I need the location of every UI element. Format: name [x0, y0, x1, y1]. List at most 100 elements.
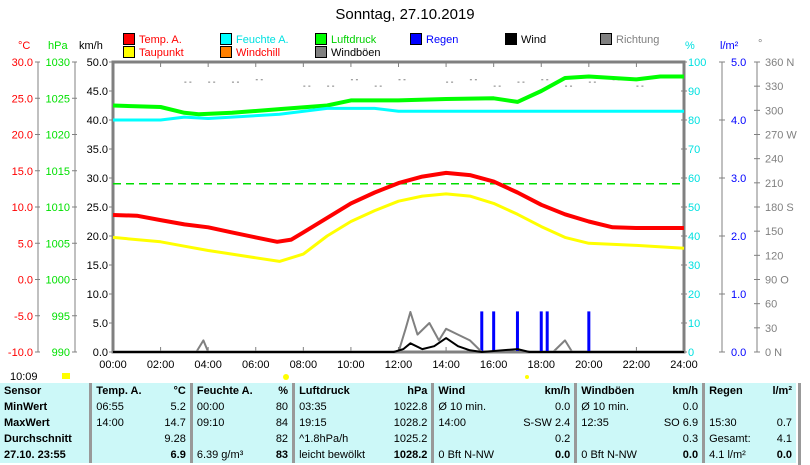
legend-swatch	[123, 46, 135, 58]
cell-info: 15:30	[702, 415, 764, 431]
x-tick-label: 04:00	[194, 359, 222, 371]
header-unit: %	[278, 385, 289, 397]
x-tick-label: 06:00	[242, 359, 270, 371]
series-taupunkt	[112, 192, 685, 263]
plot-frame	[111, 60, 686, 354]
x-tick-label: 16:00	[480, 359, 508, 371]
cell-info: 0 Bft N-NW	[431, 447, 510, 463]
cell-info: 14:00	[89, 415, 156, 431]
cell-info	[89, 431, 156, 447]
humidity-tick-label: 30	[688, 260, 700, 272]
cell-value: 1022.8	[393, 401, 428, 413]
legend-item: Taupunkt	[123, 46, 184, 59]
legend-swatch	[220, 46, 232, 58]
header-sensor: Sensor	[4, 385, 42, 397]
wind-tick-label: 15.0	[87, 260, 108, 272]
header-label: Temp. A.	[89, 383, 156, 399]
x-tick-label: 08:00	[290, 359, 318, 371]
legend-item: Wind	[505, 33, 546, 46]
rain-tick-label: 3.0	[731, 173, 746, 185]
cell-value: 1028.2	[393, 417, 428, 429]
row-label: 27.10. 23:55	[4, 449, 66, 461]
legend-swatch	[315, 33, 327, 45]
cell-info: 19:15	[292, 415, 383, 431]
header-label: Regen	[702, 383, 764, 399]
legend-label: Richtung	[616, 34, 660, 46]
temp-tick-label: -10.0	[8, 347, 33, 359]
x-tick-label: 00:00	[99, 359, 127, 371]
temp-tick-label: 5.0	[18, 238, 33, 250]
direction-tick-label: 240	[765, 154, 783, 166]
rain-bar	[539, 311, 543, 352]
cell-info: Gesamt:	[702, 431, 764, 447]
x-tick-label: 12:00	[385, 359, 413, 371]
direction-tick-label: 330	[765, 81, 783, 93]
cell-value	[764, 399, 796, 415]
temp-tick-label: 10.0	[12, 202, 33, 214]
stats-table: Sensor Temp. A. °C Feuchte A.% Luftdruck hPa W…	[0, 383, 796, 463]
legend-label: Windböen	[331, 47, 381, 59]
header-label: Windböen	[574, 383, 653, 399]
legend-swatch	[220, 33, 232, 45]
wind-tick-label: 10.0	[87, 289, 108, 301]
x-tick-label: 24:00	[670, 359, 698, 371]
header-unit: km/h	[544, 385, 571, 397]
cell-value: 1028.2	[393, 449, 428, 461]
legend-label: Taupunkt	[139, 47, 184, 59]
pressure-tick-label: 1020	[46, 130, 70, 142]
cell-info: 12:35	[574, 415, 653, 431]
row-label: MaxWert	[4, 417, 50, 429]
series-temp-a-	[112, 170, 684, 244]
direction-tick-label: 270 W	[765, 130, 797, 142]
direction-tick-label: 180 S	[765, 202, 794, 214]
cell-info	[189, 431, 269, 447]
cell-info: 00:00	[189, 399, 269, 415]
direction-tick-label: 120	[765, 250, 783, 262]
current-time: 10:09	[10, 371, 38, 383]
header-unit: km/h	[672, 385, 699, 397]
weather-chart: 00:00 02:00 04:00 06:00 08:00 10:00 12:00 14:00…	[8, 57, 797, 380]
cell-value: 0.0	[776, 449, 792, 461]
temp-unit: °C	[18, 40, 31, 52]
legend-swatch	[505, 33, 517, 45]
header-label: Feuchte A.	[189, 383, 269, 399]
sun-icon	[283, 374, 289, 380]
cell-value: 0.0	[554, 401, 571, 413]
temp-tick-label: 0.0	[18, 275, 33, 287]
cell-info: 6.39 g/m³	[189, 447, 269, 463]
wind-tick-label: 50.0	[87, 57, 108, 69]
temp-tick-label: 30.0	[12, 57, 33, 69]
legend-label: Windchill	[236, 47, 281, 59]
humidity-unit: %	[685, 40, 695, 52]
row-label: MinWert	[4, 401, 48, 413]
humidity-tick-label: 100	[688, 57, 706, 69]
cell-value: 82	[275, 433, 289, 445]
current-time-marker	[62, 373, 70, 379]
header-label: Luftdruck	[292, 383, 383, 399]
rain-tick-label: 2.0	[731, 231, 746, 243]
cell-info: 09:10	[189, 415, 269, 431]
humidity-tick-label: 50	[688, 202, 700, 214]
pressure-tick-label: 1005	[46, 238, 70, 250]
rain-bar	[492, 311, 496, 352]
cell-info: leicht bewölkt	[292, 447, 383, 463]
rain-bar	[515, 311, 519, 352]
legend-label: Wind	[521, 34, 547, 46]
pressure-tick-label: 990	[52, 347, 70, 359]
cell-info	[431, 431, 510, 447]
direction-tick-label: 300	[765, 105, 783, 117]
cell-value: 9.28	[164, 433, 186, 445]
legend-item: Luftdruck	[315, 33, 376, 46]
table-header-row: Sensor Temp. A. °C Feuchte A.% Luftdruck hPa W…	[0, 383, 796, 399]
table-scroll-edge	[798, 383, 810, 465]
legend-swatch	[123, 33, 135, 45]
pressure-tick-label: 1010	[46, 202, 70, 214]
row-label: Durchschnitt	[4, 433, 72, 445]
cell-info: Ø 10 min.	[431, 399, 510, 415]
cell-info: 4.1 l/m²	[702, 447, 764, 463]
cell-value: 80	[275, 401, 289, 413]
cell-info: 03:35	[292, 399, 383, 415]
rain-tick-label: 0.0	[731, 347, 746, 359]
humidity-tick-label: 60	[688, 173, 700, 185]
series-luftdruck	[112, 74, 684, 117]
